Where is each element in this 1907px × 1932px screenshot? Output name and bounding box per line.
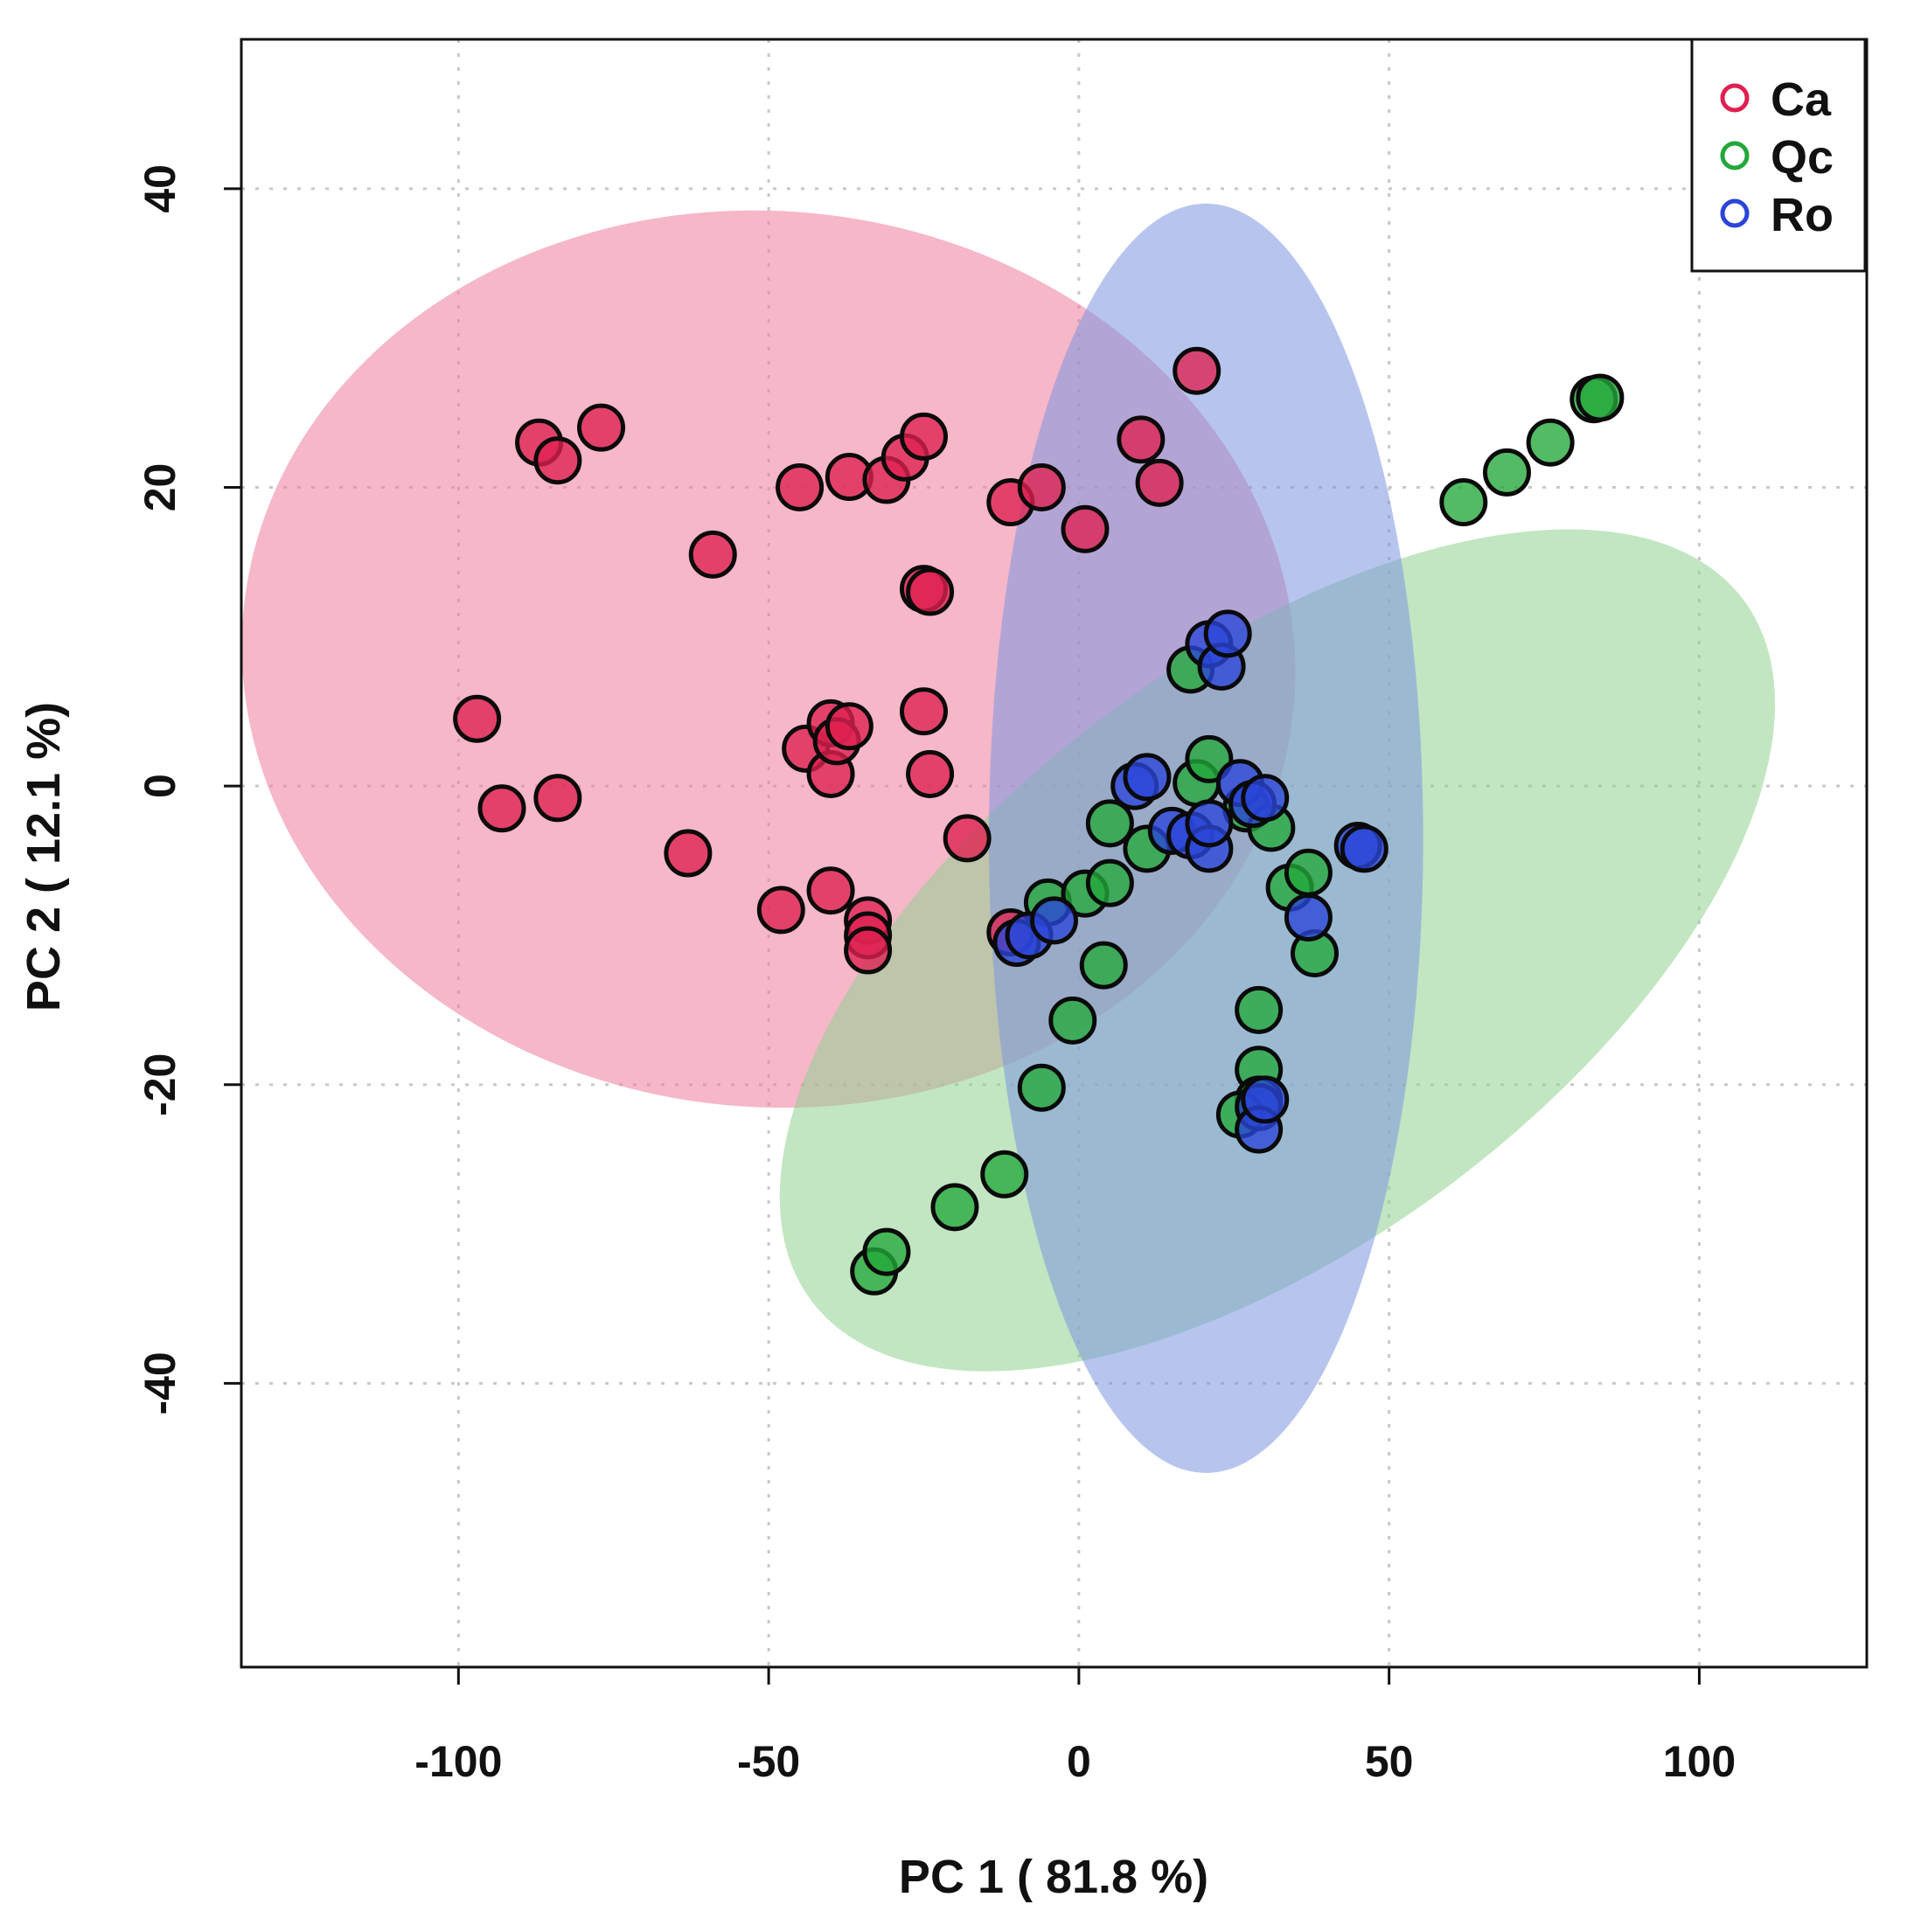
point-qc: [1235, 985, 1284, 1034]
point-ca: [899, 687, 948, 736]
y-axis-title: PC 2 ( 12.1 %): [17, 702, 70, 1011]
point-qc: [1085, 799, 1134, 848]
legend-label-ca: Ca: [1771, 73, 1832, 126]
point-ca: [664, 829, 713, 878]
legend-label-qc: Qc: [1771, 131, 1834, 184]
y-tick-label: -40: [136, 1352, 184, 1414]
point-qc: [1576, 373, 1625, 422]
point-ca: [1061, 504, 1110, 553]
point-ca: [776, 462, 825, 511]
point-ro: [1185, 799, 1234, 848]
point-ca: [756, 886, 805, 935]
y-tick-label: 20: [136, 463, 184, 512]
legend-marker-qc: [1720, 141, 1750, 170]
point-qc: [1085, 858, 1134, 907]
point-qc: [980, 1150, 1029, 1199]
point-ca: [1173, 346, 1221, 395]
x-tick-label: -50: [737, 1737, 800, 1786]
point-qc: [1526, 418, 1575, 467]
point-ca: [906, 749, 955, 798]
legend-label-ro: Ro: [1771, 189, 1834, 241]
point-qc: [1079, 941, 1128, 990]
point-qc: [1284, 848, 1333, 897]
point-ca: [906, 567, 955, 616]
point-ro: [1284, 893, 1333, 942]
point-ca: [533, 774, 582, 823]
point-ro: [1123, 753, 1172, 802]
y-tick-label: 40: [136, 164, 184, 213]
point-ca: [844, 926, 893, 975]
legend-marker-ro: [1720, 198, 1750, 228]
x-tick-label: 100: [1663, 1737, 1736, 1786]
point-ca: [943, 814, 992, 863]
point-ca: [899, 412, 948, 461]
point-ro: [1241, 1075, 1290, 1124]
point-ca: [1135, 458, 1184, 507]
point-ro: [1030, 896, 1078, 945]
point-ca: [825, 702, 873, 751]
y-axis: -40 -20 0 20 40 PC 2 ( 12.1 %): [17, 164, 243, 1415]
point-ca: [688, 530, 737, 579]
point-ro: [1203, 609, 1252, 658]
point-ca: [806, 866, 855, 915]
y-tick-label: -20: [136, 1053, 184, 1116]
x-axis-title: PC 1 ( 81.8 %): [899, 1851, 1208, 1903]
point-qc: [1048, 996, 1097, 1045]
x-tick-label: -100: [414, 1737, 502, 1786]
point-qc: [930, 1183, 979, 1232]
x-axis: -100 -50 0 50 100 PC 1 ( 81.8 %): [414, 1665, 1736, 1903]
x-tick-label: 0: [1067, 1737, 1091, 1786]
point-qc: [1017, 1063, 1066, 1112]
point-ca: [453, 694, 502, 743]
point-ca: [1017, 462, 1066, 511]
point-ca: [577, 403, 626, 452]
legend: Ca Qc Ro: [1690, 38, 1867, 273]
point-ro: [1340, 824, 1388, 873]
y-tick-label: 0: [136, 774, 184, 798]
legend-marker-ca: [1720, 83, 1750, 113]
x-tick-label: 50: [1365, 1737, 1414, 1786]
data-points: [453, 346, 1625, 1296]
point-qc: [862, 1227, 911, 1276]
point-ro: [1241, 774, 1290, 823]
point-qc: [1439, 478, 1488, 527]
point-ca: [533, 436, 582, 485]
point-qc: [1482, 448, 1531, 497]
point-ca: [1117, 415, 1166, 464]
point-ca: [477, 784, 526, 833]
